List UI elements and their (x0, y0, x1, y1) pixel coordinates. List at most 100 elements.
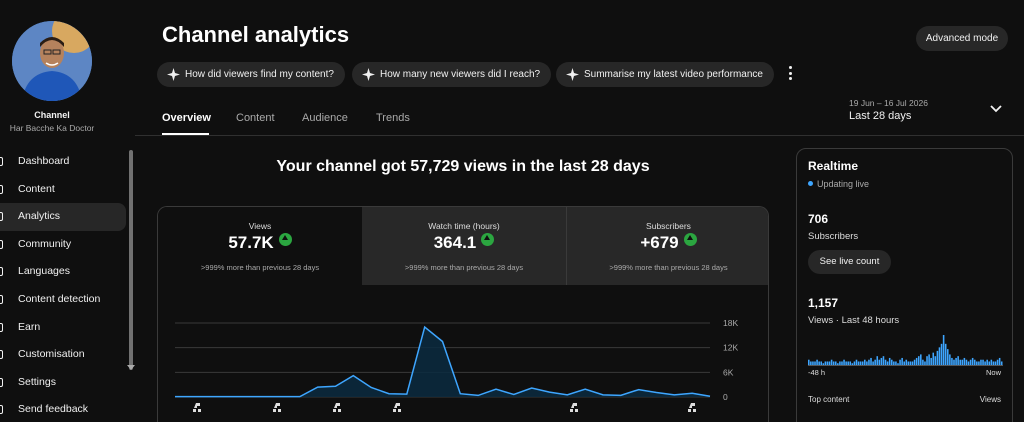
tab-audience[interactable]: Audience (302, 112, 348, 124)
more-options-icon[interactable] (786, 66, 794, 82)
kpi-label: Subscribers (646, 221, 691, 231)
sidebar-item-analytics[interactable]: Analytics (0, 203, 126, 231)
kpi-value: +679 (567, 233, 768, 253)
sidebar-item-label: Send feedback (18, 403, 89, 416)
y-tick-label: 18K (723, 318, 738, 328)
tab-divider (135, 135, 1024, 136)
sidebar-scrollbar[interactable] (129, 150, 133, 370)
advanced-mode-button[interactable]: Advanced mode (916, 26, 1008, 51)
sidebar-item-customisation[interactable]: Customisation (0, 341, 126, 369)
realtime-bar (878, 359, 881, 365)
realtime-panel: Realtime Updating live 706 Subscribers S… (796, 148, 1013, 422)
scroll-down-arrow-icon[interactable] (127, 365, 135, 370)
sidebar-item-earn[interactable]: Earn (0, 314, 126, 342)
realtime-bar (876, 356, 879, 365)
realtime-bar (988, 361, 991, 365)
realtime-bar (998, 357, 1001, 365)
realtime-bar (924, 361, 926, 365)
top-content-label: Top content (808, 395, 850, 404)
sidebar-item-label: Dashboard (18, 155, 70, 167)
realtime-bar (834, 361, 837, 365)
realtime-bar (890, 359, 893, 365)
date-range[interactable]: 19 Jun – 16 Jul 2026 (849, 98, 928, 108)
kpi-subscribers[interactable]: Subscribers +679 >999% more than previou… (566, 207, 768, 285)
realtime-bar (899, 359, 901, 365)
realtime-subscribers: 706 (808, 212, 829, 226)
tab-trends[interactable]: Trends (376, 112, 410, 124)
trend-up-icon (683, 233, 697, 246)
sidebar-item-languages[interactable]: Languages (0, 258, 126, 286)
kpi-value: 57.7K (158, 233, 362, 253)
realtime-bar (880, 357, 883, 365)
kpi-watch-time[interactable]: Watch time (hours) 364.1 >999% more than… (362, 207, 566, 285)
views-chart[interactable]: 18K 12K 6K 0 (158, 285, 769, 422)
settings-icon (0, 377, 3, 387)
sidebar-item-label: Customisation (18, 348, 85, 361)
realtime-bar (915, 357, 918, 365)
sidebar-item-settings[interactable]: Settings (0, 369, 126, 397)
sidebar-item-content-detection[interactable]: Content detection (0, 286, 126, 314)
feedback-icon (0, 405, 3, 415)
realtime-bar (963, 357, 966, 365)
video-marker-icon (570, 403, 578, 412)
content-detection-icon (0, 294, 3, 304)
realtime-bar (855, 359, 858, 365)
suggestion-chip-new-viewers[interactable]: How many new viewers did I reach? (352, 62, 552, 87)
top-content-views-label: Views (979, 395, 1001, 404)
realtime-bar (965, 359, 968, 365)
suggestion-chip-summarise-video[interactable]: Summarise my latest video performance (556, 62, 774, 87)
dashboard-icon (0, 157, 3, 166)
realtime-bar (920, 354, 922, 365)
earn-icon (0, 322, 3, 332)
realtime-bar (1000, 361, 1003, 365)
channel-avatar[interactable] (12, 21, 92, 101)
kpi-value-text: 364.1 (433, 233, 477, 252)
kpi-value: 364.1 (362, 233, 566, 253)
realtime-bar (982, 359, 984, 365)
realtime-bar (980, 359, 982, 365)
realtime-bar (874, 359, 876, 365)
analytics-icon (0, 212, 3, 222)
tab-overview[interactable]: Overview (162, 112, 211, 124)
realtime-bar (957, 356, 959, 365)
chevron-down-icon[interactable] (990, 104, 1002, 114)
sidebar-item-label: Settings (18, 375, 56, 388)
realtime-bar (969, 359, 972, 365)
realtime-bar (901, 357, 903, 365)
video-marker-icon (193, 403, 201, 412)
views-area (175, 327, 710, 397)
realtime-bar (828, 361, 831, 365)
realtime-bar (942, 335, 945, 365)
realtime-bar (946, 349, 949, 365)
kpi-views[interactable]: Views 57.7K >999% more than previous 28 … (158, 207, 362, 285)
avatar-image (12, 21, 92, 101)
see-live-count-button[interactable]: See live count (808, 250, 891, 274)
kpi-label: Watch time (hours) (428, 221, 500, 231)
sidebar-item-label: Content (18, 182, 55, 195)
realtime-bar (992, 361, 995, 365)
tab-content[interactable]: Content (236, 112, 275, 124)
realtime-bar (866, 361, 868, 365)
realtime-bar (959, 359, 962, 365)
realtime-axis-end: Now (985, 368, 1001, 377)
channel-name: Har Bacche Ka Doctor (9, 123, 95, 133)
live-status-text: Updating live (817, 179, 870, 189)
realtime-views-bars[interactable] (808, 334, 1003, 366)
overview-card: Views 57.7K >999% more than previous 28 … (157, 206, 769, 422)
sidebar-item-send-feedback[interactable]: Send feedback (0, 396, 126, 422)
date-period[interactable]: Last 28 days (849, 110, 912, 122)
realtime-views: 1,157 (808, 296, 839, 310)
realtime-bar (926, 356, 928, 365)
sidebar-item-community[interactable]: Community (0, 231, 126, 259)
suggestion-label: Summarise my latest video performance (584, 69, 763, 80)
live-status: Updating live (808, 179, 869, 189)
suggestion-label: How many new viewers did I reach? (380, 69, 541, 80)
sidebar-item-dashboard[interactable]: Dashboard (0, 148, 126, 176)
suggestion-chip-viewers-find[interactable]: How did viewers find my content? (157, 62, 345, 87)
realtime-bar (913, 359, 916, 365)
languages-icon (0, 267, 3, 277)
realtime-bar (928, 354, 930, 365)
realtime-bar (882, 356, 885, 365)
sidebar-item-content[interactable]: Content (0, 176, 126, 204)
